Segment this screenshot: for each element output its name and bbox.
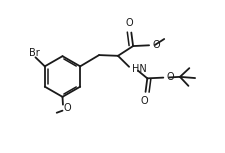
Text: Br: Br	[29, 48, 40, 58]
Text: O: O	[64, 103, 71, 113]
Text: O: O	[152, 40, 160, 50]
Text: HN: HN	[132, 64, 147, 74]
Text: O: O	[140, 96, 148, 106]
Text: O: O	[166, 72, 174, 82]
Text: O: O	[126, 18, 133, 28]
